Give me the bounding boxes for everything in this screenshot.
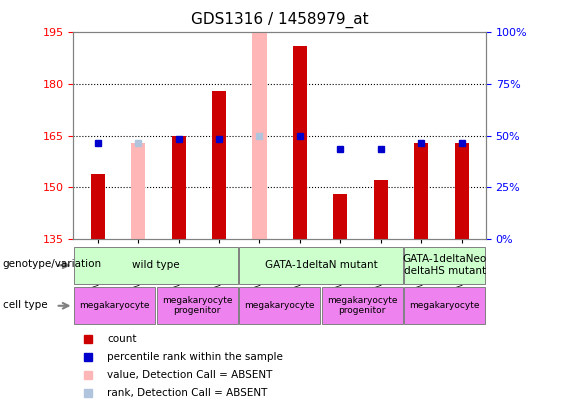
Bar — [373, 181, 388, 239]
Text: count: count — [107, 334, 137, 344]
Title: GDS1316 / 1458979_at: GDS1316 / 1458979_at — [191, 12, 368, 28]
Text: value, Detection Call = ABSENT: value, Detection Call = ABSENT — [107, 370, 272, 380]
Bar — [455, 143, 469, 239]
Text: GATA-1deltaN mutant: GATA-1deltaN mutant — [264, 260, 377, 270]
Text: genotype/variation: genotype/variation — [3, 259, 102, 269]
Bar — [172, 136, 186, 239]
Bar — [212, 91, 226, 239]
Text: megakaryocyte
progenitor: megakaryocyte progenitor — [162, 296, 232, 315]
Bar — [74, 247, 238, 284]
Bar — [239, 287, 320, 324]
Text: GATA-1deltaNeo
deltaHS mutant: GATA-1deltaNeo deltaHS mutant — [402, 254, 487, 276]
Bar — [414, 143, 428, 239]
Text: megakaryocyte: megakaryocyte — [80, 301, 150, 310]
Text: megakaryocyte
progenitor: megakaryocyte progenitor — [327, 296, 397, 315]
Text: megakaryocyte: megakaryocyte — [410, 301, 480, 310]
Text: rank, Detection Call = ABSENT: rank, Detection Call = ABSENT — [107, 388, 267, 398]
Bar — [90, 174, 105, 239]
Text: cell type: cell type — [3, 300, 47, 309]
Bar — [157, 287, 238, 324]
Bar — [131, 143, 145, 239]
Bar — [404, 287, 485, 324]
Bar — [253, 32, 267, 239]
Text: wild type: wild type — [132, 260, 180, 270]
Bar — [74, 287, 155, 324]
Bar — [321, 287, 403, 324]
Bar — [333, 194, 347, 239]
Bar — [404, 247, 485, 284]
Text: percentile rank within the sample: percentile rank within the sample — [107, 352, 283, 362]
Bar — [239, 247, 403, 284]
Bar — [293, 46, 307, 239]
Text: megakaryocyte: megakaryocyte — [245, 301, 315, 310]
